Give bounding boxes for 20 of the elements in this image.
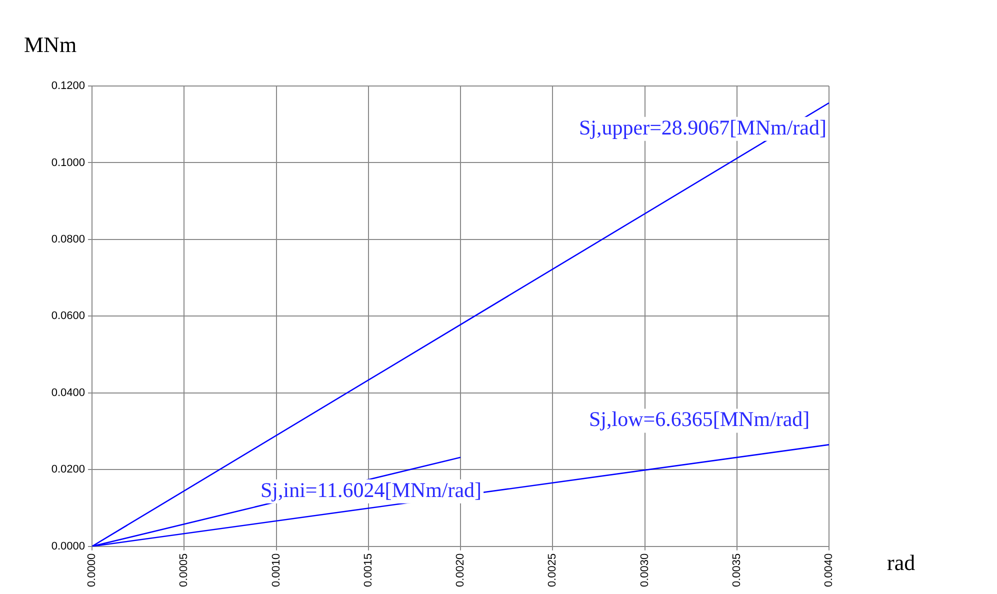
y-tick-label: 0.1000 xyxy=(51,156,85,169)
x-tick-label: 0.0025 xyxy=(546,553,559,588)
annotation: Sj,low=6.6365[MNm/rad] xyxy=(589,407,810,432)
y-tick-label: 0.0400 xyxy=(51,386,85,399)
x-tick-label: 0.0005 xyxy=(178,553,190,588)
x-tick-label: 0.0020 xyxy=(454,553,467,588)
y-tick-label: 0.1200 xyxy=(51,80,85,92)
annotation: Sj,ini=11.6024[MNm/rad] xyxy=(260,478,482,502)
x-tick-label: 0.0015 xyxy=(362,553,374,588)
y-tick-label: 0.0600 xyxy=(51,310,85,322)
x-tick-label: 0.0030 xyxy=(638,553,651,588)
x-axis-title: rad xyxy=(887,550,916,576)
annotation: Sj,upper=28.9067[MNm/rad] xyxy=(579,115,826,140)
x-tick-label: 0.0010 xyxy=(270,553,282,588)
y-tick-label: 0.0800 xyxy=(51,233,85,246)
x-tick-label: 0.0040 xyxy=(823,553,836,588)
x-tick-label: 0.0035 xyxy=(730,553,743,588)
y-axis-title: MNm xyxy=(24,32,77,57)
y-tick-label: 0.0200 xyxy=(51,464,85,476)
y-tick-label: 0.0000 xyxy=(51,540,85,552)
